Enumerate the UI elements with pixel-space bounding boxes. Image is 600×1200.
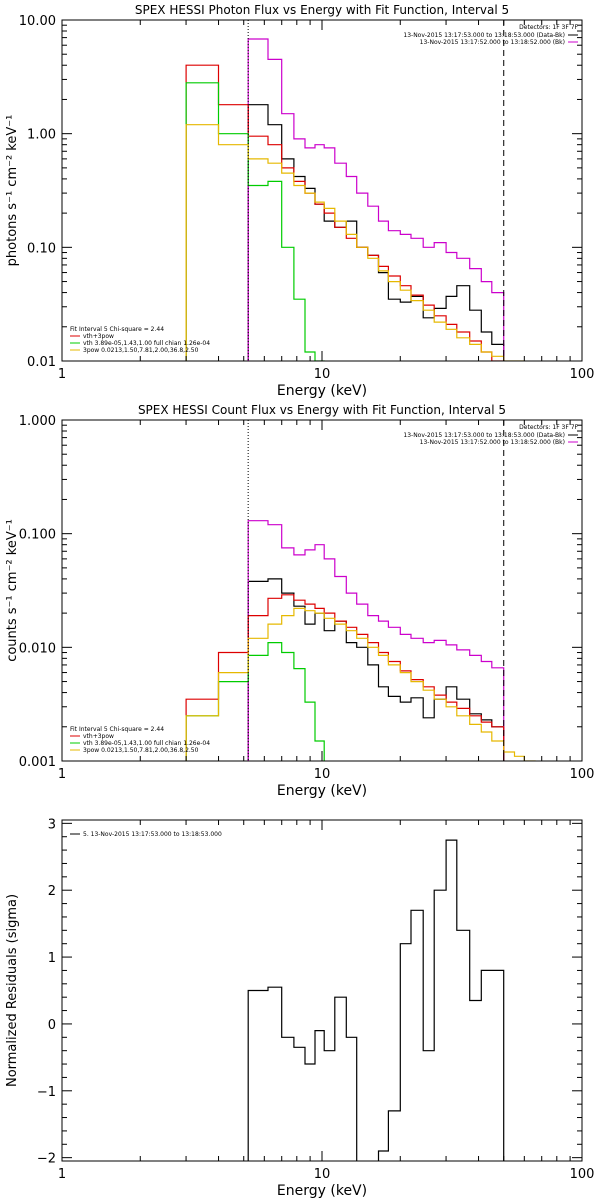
y-tick-label: −2 bbox=[37, 1152, 56, 1167]
y-axis-label: counts s⁻¹ cm⁻² keV⁻¹ bbox=[5, 519, 20, 662]
chart-title: SPEX HESSI Count Flux vs Energy with Fit… bbox=[138, 403, 506, 417]
series-line-2 bbox=[247, 520, 505, 761]
legend-right-entry: 13-Nov-2015 13:17:52.000 to 13:18:52.000… bbox=[420, 439, 565, 446]
series-group bbox=[185, 38, 525, 361]
series-line-2 bbox=[247, 38, 505, 361]
y-tick-label: 1 bbox=[48, 951, 56, 966]
legend-right-entry: 13-Nov-2015 13:17:52.000 to 13:18:52.000… bbox=[420, 39, 565, 46]
legend-right-header: Detectors: 1F 3F 7F bbox=[519, 424, 578, 431]
chart-title: SPEX HESSI Photon Flux vs Energy with Fi… bbox=[135, 3, 509, 17]
x-axis-label: Energy (keV) bbox=[277, 783, 367, 799]
series-line-1 bbox=[247, 104, 505, 361]
series-line-4 bbox=[185, 642, 325, 761]
legend-left-entry: vth+3pow bbox=[83, 733, 114, 740]
legend-left-entry: 3pow 0.0213,1.50,7.81,2.00,36.8,2.50 bbox=[83, 347, 199, 354]
x-tick-label: 10 bbox=[314, 367, 331, 382]
series-line-3 bbox=[185, 64, 505, 361]
y-tick-label: −1 bbox=[37, 1085, 56, 1100]
legend-right-header: Detectors: 1F 3F 7F bbox=[519, 24, 578, 31]
legend-left-header: Fit Interval 5 Chi-square = 2.44 bbox=[70, 726, 164, 733]
x-tick-label: 1 bbox=[58, 767, 66, 782]
y-axis: 0.01 0.10 1.00 10.00 bbox=[19, 14, 582, 370]
series-line-5 bbox=[185, 607, 536, 761]
x-axis: 1 10 100 bbox=[58, 820, 595, 1182]
legend-left-entry: vth 3.89e-05,1.43,1.00 full chian 1.26e-… bbox=[83, 740, 210, 747]
y-tick-label: 0.010 bbox=[19, 641, 56, 656]
series-group bbox=[247, 839, 505, 1161]
x-tick-label: 1 bbox=[58, 367, 66, 382]
x-tick-label: 100 bbox=[570, 1167, 595, 1182]
series-line-5 bbox=[185, 124, 525, 361]
x-axis: 1 10 100 bbox=[58, 20, 595, 382]
legend-right-entry: 13-Nov-2015 13:17:53.000 to 13:18:53.000… bbox=[403, 432, 565, 439]
legend-left-header: Fit Interval 5 Chi-square = 2.44 bbox=[70, 326, 164, 333]
legend-left-entry: vth 3.89e-05,1.43,1.00 full chian 1.26e-… bbox=[83, 340, 210, 347]
x-tick-label: 1 bbox=[58, 1167, 66, 1182]
y-tick-label: 0.001 bbox=[19, 755, 56, 770]
y-tick-label: 2 bbox=[48, 884, 56, 899]
y-tick-label: 0.10 bbox=[27, 241, 56, 256]
y-tick-label: 10.00 bbox=[19, 14, 56, 29]
y-tick-label: 0 bbox=[48, 1018, 56, 1033]
x-axis-label: Energy (keV) bbox=[277, 1183, 367, 1199]
y-axis: 0.001 0.010 0.100 1.000 bbox=[19, 414, 582, 770]
x-tick-label: 100 bbox=[570, 767, 595, 782]
x-tick-label: 10 bbox=[314, 767, 331, 782]
x-tick-label: 100 bbox=[570, 367, 595, 382]
x-axis: 1 10 100 bbox=[58, 420, 595, 782]
y-tick-label: 3 bbox=[48, 817, 56, 832]
series-line-3 bbox=[185, 594, 505, 761]
x-tick-label: 10 bbox=[314, 1167, 331, 1182]
y-axis: −2 −1 0 1 2 3 bbox=[37, 817, 582, 1167]
series-group bbox=[185, 520, 536, 761]
series-line-1 bbox=[247, 578, 505, 761]
series-line-1 bbox=[247, 839, 505, 1161]
y-tick-label: 1.000 bbox=[19, 414, 56, 429]
y-tick-label: 0.100 bbox=[19, 528, 56, 543]
legend-left-entry: 3pow 0.0213,1.50,7.81,2.00,36.8,2.50 bbox=[83, 747, 199, 754]
y-axis-label: photons s⁻¹ cm⁻² keV⁻¹ bbox=[5, 115, 20, 267]
legend-right-entry: 13-Nov-2015 13:17:53.000 to 13:18:53.000… bbox=[403, 32, 565, 39]
legend-left-entry: vth+3pow bbox=[83, 333, 114, 340]
chart-panel-1: 1 10 100 0.01 0.10 1.00 10.00 SPEX HESSI Photon… bbox=[5, 3, 594, 399]
legend-left-entry: 5. 13-Nov-2015 13:17:53.000 to 13:18:53.… bbox=[83, 831, 222, 838]
chart-panel-2: 1 10 100 0.001 0.010 0.100 1.000 SPEX HESSI Cou… bbox=[5, 403, 594, 799]
y-tick-label: 1.00 bbox=[27, 128, 56, 143]
y-tick-label: 0.01 bbox=[27, 355, 56, 370]
y-axis-label: Normalized Residuals (sigma) bbox=[5, 894, 20, 1087]
chart-panel-3: 1 10 100 −2 −1 0 1 2 3 Energy (keV) Normalized Res… bbox=[5, 817, 594, 1199]
x-axis-label: Energy (keV) bbox=[277, 383, 367, 399]
